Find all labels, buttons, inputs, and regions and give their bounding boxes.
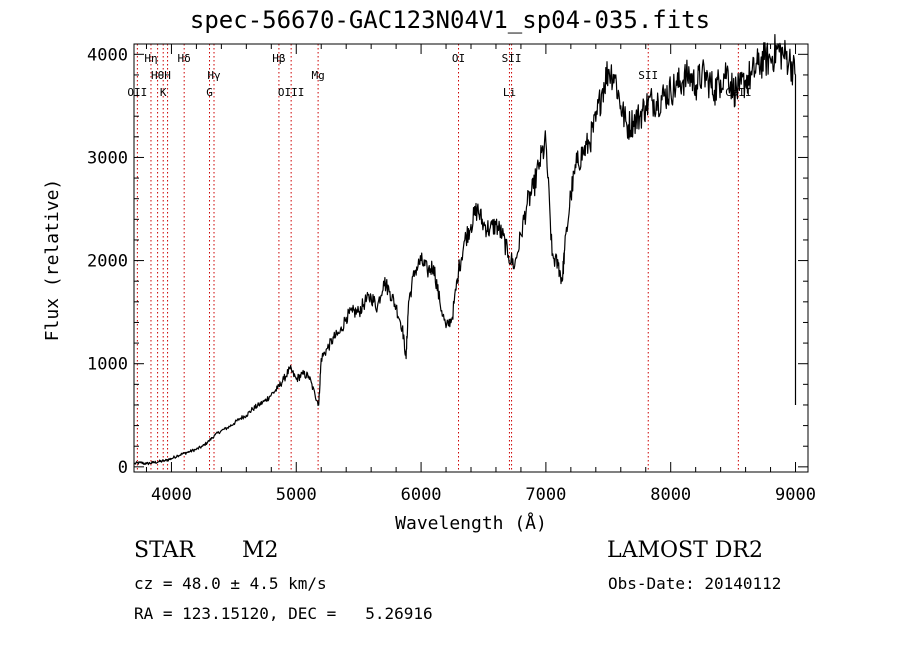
redshift-text: cz = 48.0 ± 4.5 km/s xyxy=(134,574,327,593)
y-axis: 0 1000 2000 3000 4000 xyxy=(87,45,808,478)
x-tick-label: 4000 xyxy=(151,485,192,505)
spectral-line-label: Hβ xyxy=(272,52,286,65)
object-class: STAR xyxy=(134,538,195,563)
y-tick-label: 4000 xyxy=(87,45,128,65)
coordinates-text: RA = 123.15120, DEC = 5.26916 xyxy=(134,604,433,623)
spectral-line-label: Hη xyxy=(144,52,157,65)
spectral-line-label: Li xyxy=(503,86,516,99)
spectral-line-label: SII xyxy=(502,52,522,65)
spectral-line-label: Hθ xyxy=(151,69,164,82)
x-tick-label: 6000 xyxy=(401,485,442,505)
spectral-line-label: K xyxy=(160,86,167,99)
spectral-line-label: Hγ xyxy=(207,69,221,82)
y-tick-label: 3000 xyxy=(87,148,128,168)
spectrum-series-line xyxy=(133,34,797,466)
survey-name: LAMOST DR2 xyxy=(607,538,763,563)
spectral-line-label: Hδ xyxy=(178,52,191,65)
spectral-line-label: OII xyxy=(127,86,147,99)
y-tick-label: 1000 xyxy=(87,355,128,375)
spectral-line-label: OI xyxy=(452,52,465,65)
spectral-line-label: Mg xyxy=(311,69,324,82)
x-tick-label: 5000 xyxy=(276,485,317,505)
y-axis-label: Flux (relative) xyxy=(42,179,63,342)
spectral-line-label: H xyxy=(164,69,171,82)
x-tick-label: 7000 xyxy=(525,485,566,505)
object-subclass: M2 xyxy=(242,538,279,563)
chart-title: spec-56670-GAC123N04V1_sp04-035.fits xyxy=(189,6,711,34)
spectral-line-label: SII xyxy=(638,69,658,82)
y-tick-label: 0 xyxy=(118,458,128,478)
x-tick-label: 9000 xyxy=(775,485,816,505)
obs-date-text: Obs-Date: 20140112 xyxy=(608,574,782,593)
spectral-line-label: G xyxy=(206,86,213,99)
spectral-line-markers xyxy=(136,44,739,472)
spectral-line-label: OIII xyxy=(278,86,305,99)
x-axis-label: Wavelength (Å) xyxy=(395,512,547,534)
x-tick-label: 8000 xyxy=(650,485,691,505)
y-tick-label: 2000 xyxy=(87,252,128,272)
x-axis: 4000 5000 6000 7000 8000 9000 xyxy=(145,44,816,505)
plot-frame xyxy=(133,43,809,473)
